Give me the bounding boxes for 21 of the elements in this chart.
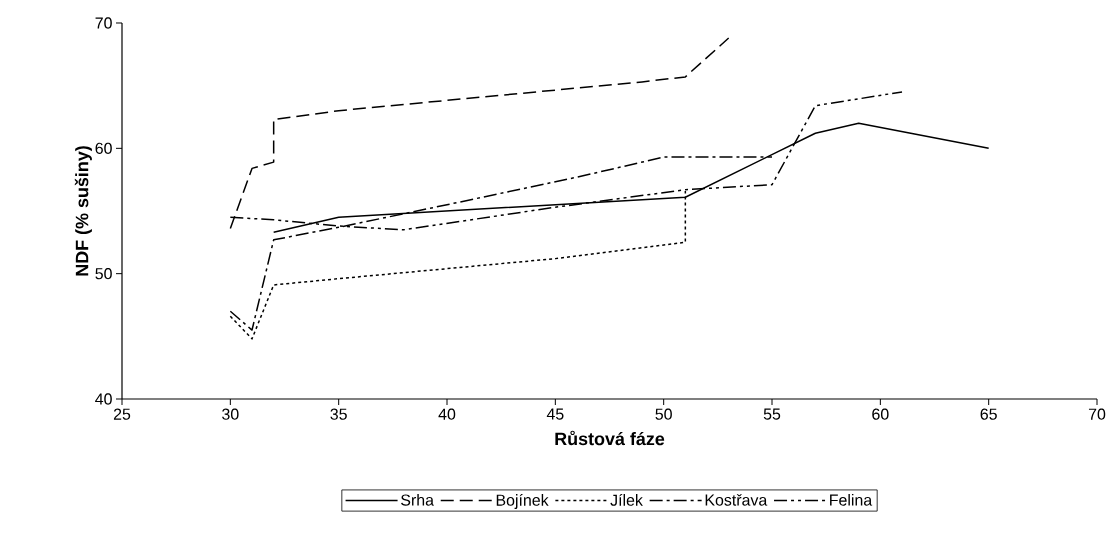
x-tick-label: 60 xyxy=(872,408,889,420)
legend-label: Felina xyxy=(830,494,873,506)
x-tick-label: 40 xyxy=(438,408,456,420)
legend-label: Kostřava xyxy=(705,493,768,506)
x-tick-label: 35 xyxy=(330,408,347,420)
x-tick-label: 30 xyxy=(222,408,239,420)
legend-label: Srha xyxy=(401,494,434,506)
x-axis-title: Růstová fáze xyxy=(555,430,665,446)
x-tick-label: 65 xyxy=(980,408,997,420)
y-axis-title: NDF (% sušiny) xyxy=(74,146,92,276)
x-tick-label: 45 xyxy=(546,408,564,420)
y-tick-label: 40 xyxy=(95,393,112,405)
y-tick-label: 50 xyxy=(95,268,112,280)
legend-label: Bojínek xyxy=(496,493,549,509)
legend-label: Jílek xyxy=(610,493,643,506)
x-tick-label: 55 xyxy=(763,408,781,420)
y-tick-label: 60 xyxy=(95,142,112,154)
x-tick-label: 50 xyxy=(655,408,672,420)
x-tick-label: 25 xyxy=(113,408,131,420)
x-tick-label: 70 xyxy=(1088,408,1106,420)
y-tick-label: 70 xyxy=(95,17,112,29)
